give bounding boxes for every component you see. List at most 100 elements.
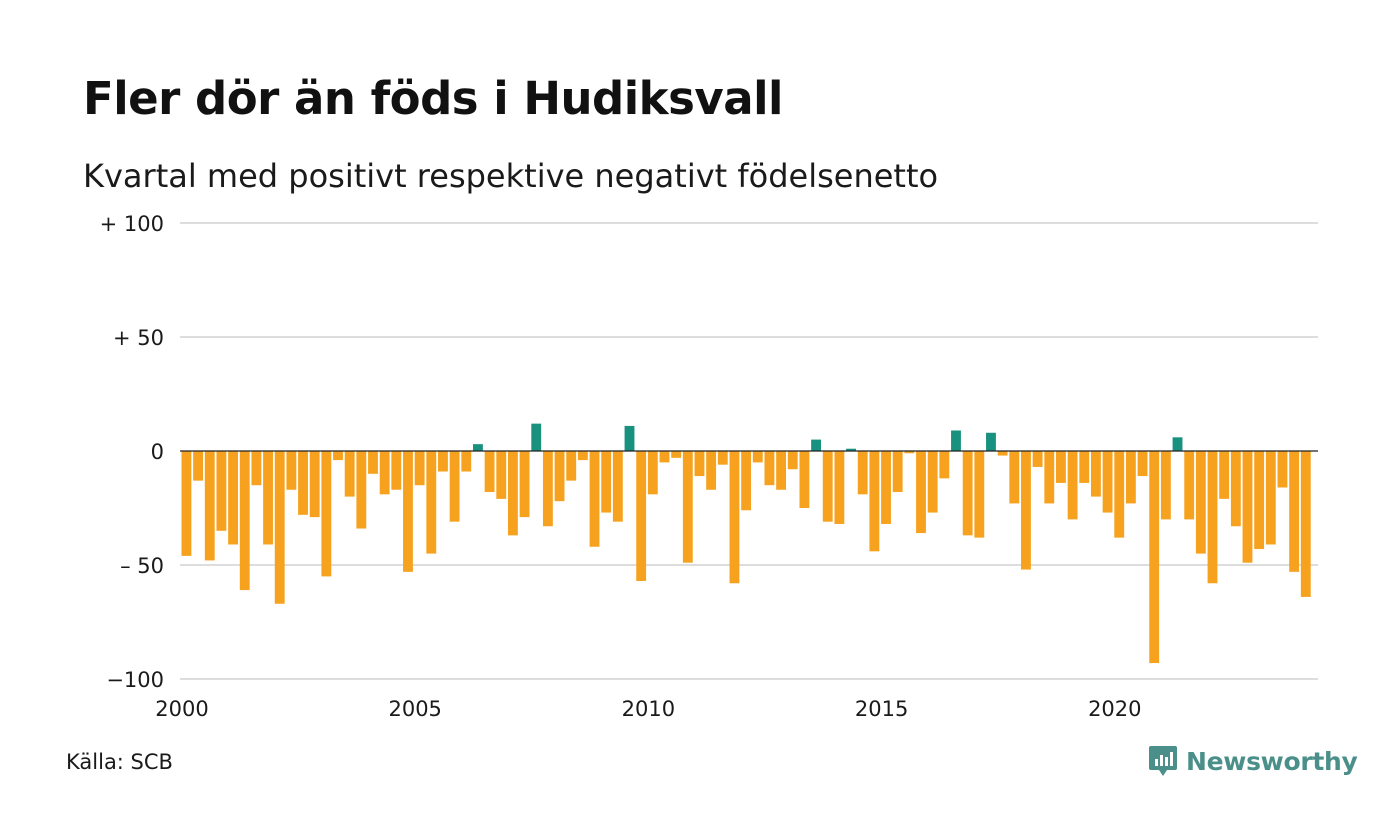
- bar: [566, 451, 577, 481]
- bar: [216, 451, 227, 531]
- bar: [811, 439, 821, 451]
- bar: [1172, 437, 1183, 451]
- bar: [986, 432, 996, 451]
- bar: [1149, 451, 1160, 664]
- bar: [834, 451, 845, 524]
- bar: [1254, 451, 1265, 550]
- bar: [706, 451, 717, 490]
- bar: [554, 451, 565, 502]
- bar: [531, 423, 542, 451]
- y-tick-label: – 50: [120, 554, 164, 578]
- x-tick-labels: 2000 2005 2010 2015 2020: [155, 697, 1141, 721]
- bar: [951, 430, 961, 451]
- bar: [368, 451, 378, 474]
- bar: [181, 451, 192, 556]
- bar: [507, 451, 518, 536]
- bar: [904, 451, 915, 454]
- bar: [1125, 451, 1136, 504]
- bar: [1160, 451, 1171, 520]
- bar: [1242, 451, 1253, 563]
- bar: [577, 451, 588, 461]
- bar: [193, 451, 204, 481]
- bar: [403, 451, 413, 572]
- bar: [764, 451, 775, 486]
- bar: [916, 451, 926, 534]
- bar: [298, 451, 308, 515]
- bar: [1009, 451, 1020, 504]
- bar: [881, 451, 891, 524]
- bar: [682, 451, 693, 563]
- bar: [589, 451, 600, 547]
- bar: [1079, 451, 1090, 483]
- bar: [274, 451, 285, 604]
- y-tick-label: 0: [151, 440, 164, 464]
- bar: [892, 451, 903, 493]
- bar: [426, 451, 437, 554]
- bar: [414, 451, 425, 486]
- bar: [1277, 451, 1288, 488]
- bar: [752, 451, 763, 463]
- newsworthy-logo: Newsworthy: [1148, 744, 1358, 778]
- bar: [1102, 451, 1113, 513]
- bar: [496, 451, 507, 499]
- y-tick-labels: + 100 + 50 0 – 50 −100: [100, 212, 164, 692]
- bar: [1056, 451, 1066, 483]
- x-tick-label: 2010: [622, 697, 675, 721]
- chart-title: Fler dör än föds i Hudiksvall: [83, 72, 783, 125]
- bar: [776, 451, 787, 490]
- bar: [542, 451, 553, 527]
- bar: [461, 451, 472, 472]
- bar: [1289, 451, 1300, 572]
- bar: [974, 451, 985, 538]
- bar: [1090, 451, 1101, 497]
- bar-chart: + 100 + 50 0 – 50 −100 2000 2005 2010 2015 2020: [100, 212, 1318, 721]
- bar: [356, 451, 367, 529]
- bar: [857, 451, 868, 495]
- bar: [636, 451, 647, 581]
- bars: [181, 423, 1311, 664]
- bar: [239, 451, 250, 591]
- bar: [204, 451, 215, 561]
- x-tick-label: 2005: [388, 697, 441, 721]
- bar: [1195, 451, 1206, 554]
- y-tick-label: + 50: [113, 326, 164, 350]
- chart-subtitle: Kvartal med positivt respektive negativt…: [83, 157, 939, 195]
- bar: [379, 451, 390, 495]
- bar: [438, 451, 448, 472]
- bar: [787, 451, 798, 470]
- brand-name: Newsworthy: [1186, 746, 1358, 776]
- bar: [519, 451, 530, 518]
- bar: [1044, 451, 1055, 504]
- source-note: Källa: SCB: [66, 750, 173, 774]
- bar: [671, 451, 682, 458]
- gridlines: [180, 222, 1318, 680]
- bar: [391, 451, 402, 490]
- bar: [449, 451, 460, 522]
- bar: [484, 451, 495, 493]
- bar: [251, 451, 262, 486]
- bar: [717, 451, 728, 465]
- bar: [1184, 451, 1195, 520]
- bar: [612, 451, 623, 522]
- bar: [962, 451, 973, 536]
- bar: [694, 451, 705, 477]
- bar: [927, 451, 938, 513]
- bar: [1114, 451, 1125, 538]
- bar: [473, 444, 483, 451]
- bar: [344, 451, 355, 497]
- bar: [799, 451, 810, 508]
- bar: [729, 451, 740, 584]
- bar: [869, 451, 880, 552]
- bar: [321, 451, 332, 577]
- bar: [647, 451, 658, 495]
- bar: [1021, 451, 1031, 570]
- bar: [333, 451, 343, 461]
- bar: [601, 451, 612, 513]
- y-tick-label: −100: [106, 668, 164, 692]
- bar: [1032, 451, 1043, 467]
- bar: [1230, 451, 1241, 527]
- bar: [741, 451, 752, 511]
- bar: [1300, 451, 1311, 597]
- bar: [939, 451, 950, 479]
- bar: [309, 451, 320, 518]
